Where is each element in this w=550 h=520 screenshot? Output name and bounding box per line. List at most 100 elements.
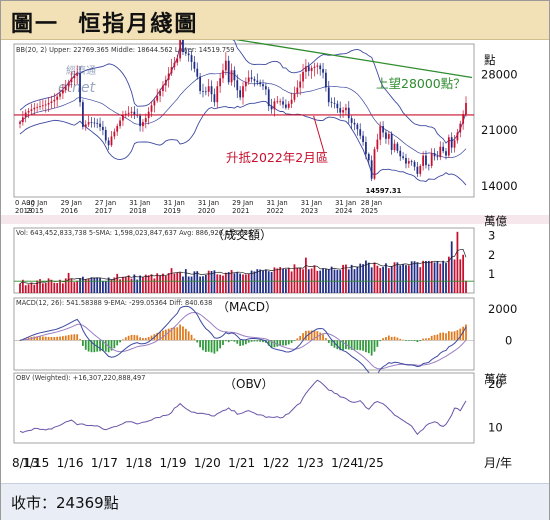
candle-body — [459, 123, 462, 133]
candle-body — [27, 110, 30, 113]
macd-histogram-bar — [61, 336, 64, 341]
date-label-day: 0 Aug — [15, 199, 35, 207]
date-label-day: 31 Jan — [335, 199, 356, 207]
volume-bar — [153, 278, 156, 293]
macd-histogram-bar — [322, 334, 324, 341]
candle-body — [316, 65, 319, 67]
obv-tick-label: 20 — [488, 377, 503, 391]
candle-body — [259, 82, 262, 85]
x-axis-label: 1/19 — [160, 456, 187, 470]
candle-body — [416, 166, 419, 174]
volume-bar — [365, 260, 367, 293]
macd-histogram-bar — [302, 333, 304, 341]
candle-body — [373, 149, 376, 179]
volume-bar — [287, 267, 290, 293]
macd-histogram-bar — [184, 328, 187, 341]
candle-body — [387, 134, 390, 139]
candle-body — [104, 130, 107, 141]
volume-bar — [296, 267, 299, 293]
bollinger-lower — [19, 100, 467, 186]
volume-bar — [119, 279, 121, 293]
macd-histogram-bar — [144, 337, 147, 341]
candle-body — [190, 55, 193, 62]
candle-body — [399, 150, 402, 157]
macd-histogram-bar — [133, 334, 136, 341]
candle-body — [427, 165, 430, 166]
macd-histogram-bar — [419, 340, 422, 342]
volume-bar — [359, 263, 362, 293]
volume-bar — [96, 277, 99, 293]
candle-body — [267, 89, 270, 107]
candle-body — [247, 77, 250, 82]
volume-bar — [385, 263, 387, 293]
volume-bar — [53, 282, 56, 293]
candle-body — [284, 104, 287, 108]
volume-bar — [110, 279, 113, 293]
macd-histogram-bar — [244, 340, 247, 345]
candle-body — [436, 156, 439, 158]
macd-histogram-bar — [410, 340, 413, 341]
macd-histogram-bar — [196, 340, 199, 343]
x-axis-label: 1/23 — [297, 456, 324, 470]
volume-bar — [319, 270, 322, 293]
candle-body — [233, 70, 236, 81]
resistance-trendline — [234, 40, 473, 79]
candle-body — [350, 118, 353, 123]
date-label-day: 28 Jan — [361, 199, 382, 207]
macd-histogram-bar — [170, 327, 173, 341]
macd-histogram-bar — [359, 340, 362, 351]
volume-bar — [413, 261, 416, 293]
candle-body — [239, 90, 242, 98]
macd-histogram-bar — [425, 338, 427, 341]
volume-bar — [193, 271, 196, 293]
date-label-year: 2020 — [198, 207, 215, 215]
x-axis-label: 1/25 — [357, 456, 384, 470]
macd-histogram-bar — [270, 340, 273, 348]
volume-bar — [465, 280, 467, 293]
macd-histogram-bar — [204, 340, 207, 352]
volume-bar — [44, 283, 47, 293]
volume-bar — [82, 276, 84, 293]
candle-body — [236, 80, 239, 91]
macd-histogram-bar — [350, 340, 353, 350]
macd-histogram-bar — [104, 340, 107, 352]
volume-tick-label: 1 — [488, 267, 495, 281]
macd-histogram-bar — [390, 336, 393, 341]
volume-bar — [447, 256, 450, 293]
macd-tick-label: 0 — [505, 333, 512, 347]
macd-histogram-bar — [33, 336, 36, 341]
volume-bar — [250, 270, 253, 293]
volume-bar — [459, 259, 462, 293]
macd-histogram-bar — [370, 340, 373, 356]
macd-histogram-bar — [305, 330, 307, 341]
candle-body — [370, 160, 373, 179]
macd-histogram-bar — [319, 332, 322, 341]
macd-histogram-bar — [459, 328, 462, 341]
volume-bar — [199, 276, 202, 293]
candle-body — [64, 86, 67, 91]
macd-histogram-bar — [182, 326, 184, 341]
support-arrow — [313, 115, 325, 153]
candle-body — [182, 40, 184, 52]
volume-bar — [367, 262, 370, 293]
volume-bar — [453, 259, 456, 293]
macd-histogram-bar — [456, 330, 459, 341]
candle-body — [407, 161, 410, 164]
volume-bar — [290, 271, 293, 293]
macd-histogram-bar — [430, 335, 433, 341]
watermark-text: 經濟通 — [66, 64, 96, 77]
macd-histogram-bar — [59, 336, 61, 341]
macd-histogram-bar — [242, 340, 244, 346]
candle-body — [156, 95, 159, 101]
macd-histogram-bar — [167, 328, 170, 341]
candle-body — [227, 60, 230, 83]
candle-body — [222, 70, 224, 79]
candle-body — [453, 140, 456, 148]
macd-histogram-bar — [247, 340, 250, 343]
macd-histogram-bar — [227, 340, 230, 343]
volume-bar — [350, 264, 353, 293]
chart-area: BB(20, 2) Upper: 22769.365 Middle: 18644… — [1, 40, 549, 470]
macd-histogram-bar — [199, 340, 202, 348]
volume-bar — [379, 267, 382, 293]
macd-histogram-bar — [339, 340, 342, 351]
